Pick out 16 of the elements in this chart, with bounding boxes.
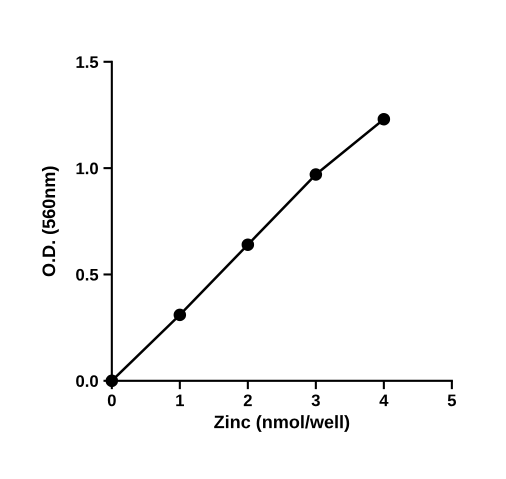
y-tick-label: 1.0 bbox=[76, 162, 98, 174]
point bbox=[310, 168, 322, 181]
x-tick-label: 0 bbox=[108, 394, 116, 406]
y-tick-label: 1.5 bbox=[76, 56, 98, 68]
x-tick-label: 2 bbox=[244, 394, 252, 406]
x-tick-label: 4 bbox=[379, 394, 388, 406]
x-axis-title: Zinc (nmol/well) bbox=[214, 415, 350, 432]
y-tick-label: 0.5 bbox=[76, 268, 98, 281]
point bbox=[174, 308, 186, 322]
x-tick-label: 3 bbox=[312, 394, 320, 406]
y-tick-label: 0.0 bbox=[76, 375, 98, 388]
x-tick-label: 1 bbox=[176, 394, 184, 406]
x-tick-label: 5 bbox=[448, 394, 456, 406]
point bbox=[378, 112, 390, 126]
point bbox=[242, 238, 254, 251]
y-axis-title: O.D. (560nm) bbox=[42, 166, 59, 276]
